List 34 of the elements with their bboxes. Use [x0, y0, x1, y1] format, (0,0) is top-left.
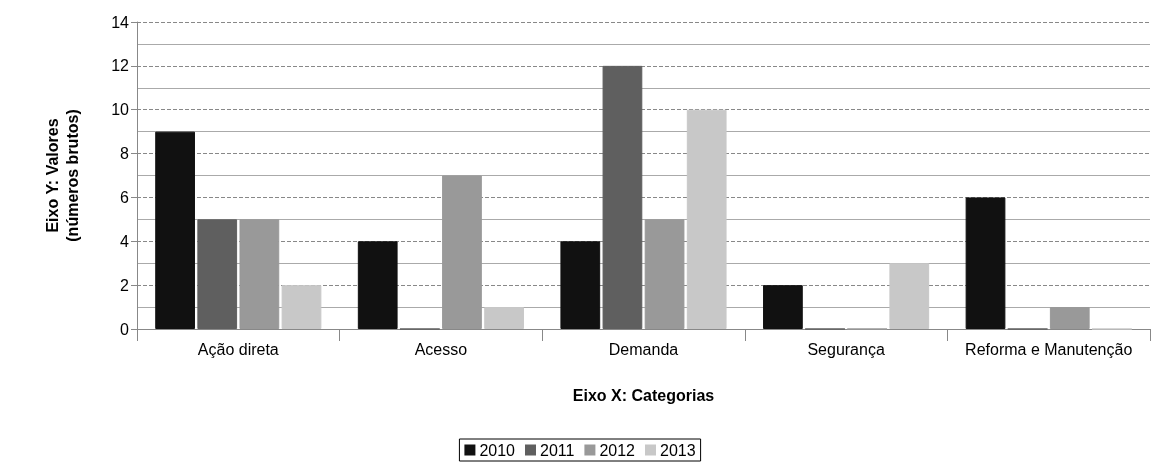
legend-label: 2013 — [660, 441, 696, 459]
bar — [484, 307, 524, 329]
y-tick-label: 6 — [120, 188, 130, 206]
y-tick-label: 10 — [111, 101, 130, 119]
bar — [442, 175, 482, 329]
y-tick-label: 4 — [120, 232, 130, 250]
x-tick-label: Reforma e Manutenção — [965, 340, 1133, 358]
y-axis-title: Eixo Y: Valores (números brutos) — [43, 109, 81, 242]
bar — [239, 219, 280, 329]
y-tick-label: 8 — [120, 145, 130, 163]
bar — [602, 65, 643, 329]
bar — [889, 263, 930, 329]
x-tick-label: Segurança — [807, 340, 885, 358]
x-axis-title: Eixo X: Categorias — [572, 386, 715, 404]
y-tick-label: 12 — [111, 57, 130, 75]
bar — [763, 285, 803, 329]
bar — [686, 109, 727, 329]
bar — [560, 241, 601, 329]
x-tick-label: Acesso — [414, 340, 468, 358]
legend-label: 2011 — [540, 441, 575, 459]
x-tick-label: Demanda — [608, 340, 679, 358]
bar — [197, 219, 238, 329]
y-tick-label: 2 — [120, 276, 130, 294]
bar — [155, 131, 195, 329]
y-tick-label: 14 — [111, 13, 130, 31]
y-tick-label: 0 — [120, 320, 130, 338]
legend-label: 2010 — [479, 441, 516, 459]
x-tick-label: Ação direta — [197, 340, 279, 358]
bar — [281, 285, 322, 329]
bar — [1049, 307, 1090, 329]
bar — [965, 197, 1006, 329]
bar — [357, 241, 398, 329]
legend-label: 2012 — [599, 441, 636, 459]
bar — [644, 219, 685, 329]
